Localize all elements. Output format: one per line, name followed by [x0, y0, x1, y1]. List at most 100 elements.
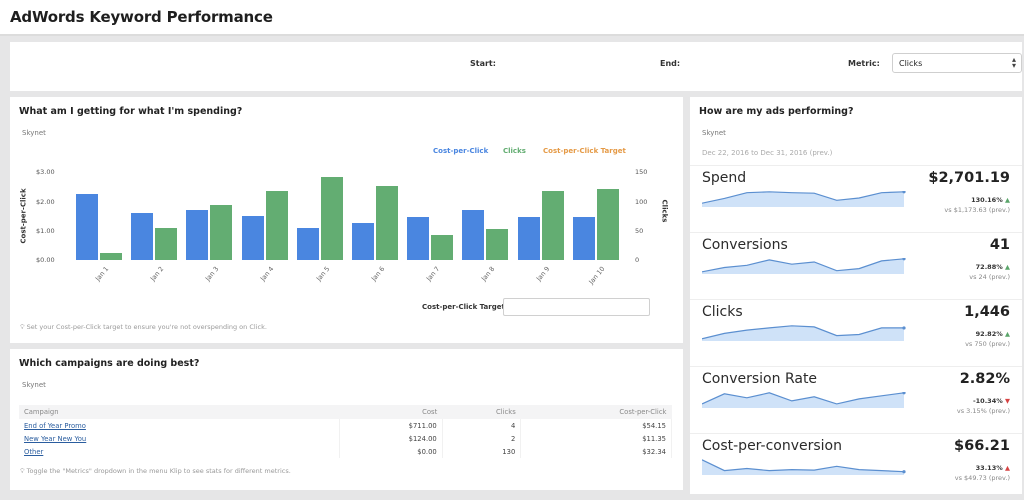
x-tick-label: Jan 8 [479, 265, 497, 283]
bar-clicks[interactable] [431, 234, 454, 260]
end-label: End: [660, 59, 681, 68]
account-name: Skynet [22, 381, 46, 389]
panel-title: How are my ads performing? [699, 106, 854, 117]
y-tick-right: 100 [635, 198, 648, 206]
campaign-link[interactable]: Other [24, 447, 44, 456]
bar-clicks[interactable] [320, 176, 343, 260]
kpi-value: 2.82% [959, 371, 1010, 387]
cost-cell: $0.00 [339, 445, 443, 458]
x-tick-label: Jan 3 [203, 265, 221, 283]
bar-clicks[interactable] [486, 228, 509, 260]
sparkline [702, 258, 906, 274]
table-row: Other $0.00 130 $32.34 [19, 445, 672, 458]
cost-per-click-target-input[interactable] [503, 298, 650, 316]
kpi-previous: vs $1,173.63 (prev.) [944, 206, 1010, 214]
y-tick-right: 50 [635, 227, 644, 235]
campaign-link[interactable]: End of Year Promo [24, 421, 86, 430]
triangle-up-icon: ▲ [1005, 330, 1010, 338]
y-tick-right: 0 [635, 256, 640, 264]
kpi-card[interactable]: Spend $2,701.19 130.16% ▲ vs $1,173.63 (pre… [690, 165, 1022, 232]
x-tick-label: Jan 1 [93, 265, 111, 283]
column-header-clicks[interactable]: Clicks [442, 405, 521, 419]
bar-cost-per-click[interactable] [186, 210, 209, 260]
cpc-cell: $11.35 [520, 432, 672, 445]
left-axis-title: Cost-per-Click [19, 188, 28, 244]
clicks-cell: 130 [442, 445, 522, 458]
legend-cost-per-click-target[interactable]: Cost-per-Click Target [543, 147, 626, 155]
legend-clicks[interactable]: Clicks [503, 147, 526, 155]
panel-title: What am I getting for what I'm spending? [19, 106, 243, 117]
kpi-name: Clicks [702, 304, 743, 320]
campaigns-table: Campaign Cost Clicks Cost-per-Click End … [19, 405, 672, 458]
bar-clicks[interactable] [210, 205, 233, 260]
kpi-name: Cost-per-conversion [702, 438, 842, 454]
kpi-value: 41 [989, 237, 1010, 253]
triangle-up-icon: ▲ [1005, 196, 1010, 204]
bar-clicks[interactable] [265, 191, 288, 260]
bar-cost-per-click[interactable] [241, 216, 264, 260]
x-tick-label: Jan 6 [369, 265, 387, 283]
bar-cost-per-click[interactable] [517, 217, 540, 260]
clicks-cell: 4 [442, 419, 522, 432]
kpi-card[interactable]: Conversions 41 72.88% ▲ vs 24 (prev.) [690, 232, 1022, 299]
hint-text: 💡︎ Toggle the "Metrics" dropdown in the … [20, 467, 291, 475]
bar-cost-per-click[interactable] [352, 223, 374, 260]
kpi-card[interactable]: Cost-per-conversion $66.21 33.13% ▲ vs $49.… [690, 433, 1022, 500]
bar-clicks[interactable] [541, 190, 564, 260]
spending-panel: What am I getting for what I'm spending?… [10, 97, 683, 343]
x-tick-label: Jan 4 [259, 265, 276, 283]
kpi-card[interactable]: Conversion Rate 2.82% -10.34% ▼ vs 3.15% (p… [690, 366, 1022, 433]
kpi-card[interactable]: Clicks 1,446 92.82% ▲ vs 750 (prev.) [690, 299, 1022, 366]
x-tick-label: Jan 5 [314, 265, 331, 283]
panel-title: Which campaigns are doing best? [19, 358, 200, 369]
bar-cost-per-click[interactable] [462, 209, 485, 260]
bar-clicks[interactable] [155, 227, 178, 260]
bar-clicks[interactable] [376, 185, 398, 260]
bar-clicks[interactable] [596, 189, 619, 260]
column-header-campaign[interactable]: Campaign [19, 405, 339, 419]
bar-chart [73, 172, 625, 260]
cost-cell: $124.00 [339, 432, 443, 445]
y-tick: $2.00 [36, 198, 55, 206]
campaign-link[interactable]: New Year New You [24, 434, 87, 443]
y-tick: $3.00 [36, 168, 55, 176]
campaigns-panel: Which campaigns are doing best? Skynet C… [10, 349, 683, 490]
bar-cost-per-click[interactable] [296, 227, 319, 260]
clicks-cell: 2 [442, 432, 522, 445]
table-header-row: Campaign Cost Clicks Cost-per-Click [19, 405, 672, 419]
sparkline [702, 459, 906, 475]
bar-cost-per-click[interactable] [131, 213, 154, 260]
metric-label: Metric: [848, 59, 880, 68]
page-title: AdWords Keyword Performance [10, 8, 273, 26]
sparkline [702, 191, 906, 207]
bar-cost-per-click[interactable] [407, 217, 430, 260]
metric-select[interactable]: Clicks ▴ ▾ [892, 53, 1022, 73]
x-tick-label: Jan 9 [535, 265, 552, 283]
bar-clicks[interactable] [100, 252, 122, 260]
column-header-cpc[interactable]: Cost-per-Click [520, 405, 672, 419]
metric-select-value: Clicks [899, 59, 923, 68]
updown-arrows-icon: ▴ ▾ [1011, 55, 1016, 70]
column-header-cost[interactable]: Cost [339, 405, 443, 419]
kpi-change: 33.13% ▲ [975, 464, 1010, 472]
bar-cost-per-click[interactable] [572, 216, 595, 260]
cost-cell: $711.00 [339, 419, 443, 432]
date-range: Dec 22, 2016 to Dec 31, 2016 (prev.) [702, 149, 833, 157]
account-name: Skynet [22, 129, 46, 137]
kpi-name: Spend [702, 170, 747, 186]
y-tick: $0.00 [36, 256, 55, 264]
kpi-previous: vs 750 (prev.) [965, 340, 1010, 348]
legend-cost-per-click[interactable]: Cost-per-Click [433, 147, 489, 155]
app-header: AdWords Keyword Performance [0, 0, 1024, 36]
table-row: New Year New You $124.00 2 $11.35 [19, 432, 672, 445]
account-name: Skynet [702, 129, 726, 137]
kpi-name: Conversions [702, 237, 788, 253]
kpi-change: 130.16% ▲ [971, 196, 1010, 204]
x-tick-label: Jan 7 [424, 265, 442, 283]
lightbulb-icon: 💡︎ [20, 323, 25, 331]
kpi-previous: vs 24 (prev.) [969, 273, 1010, 281]
ads-panel: How are my ads performing? Skynet Dec 22… [690, 97, 1022, 494]
bar-cost-per-click[interactable] [76, 194, 98, 260]
kpi-change: 72.88% ▲ [975, 263, 1010, 271]
lightbulb-icon: 💡︎ [20, 467, 25, 475]
